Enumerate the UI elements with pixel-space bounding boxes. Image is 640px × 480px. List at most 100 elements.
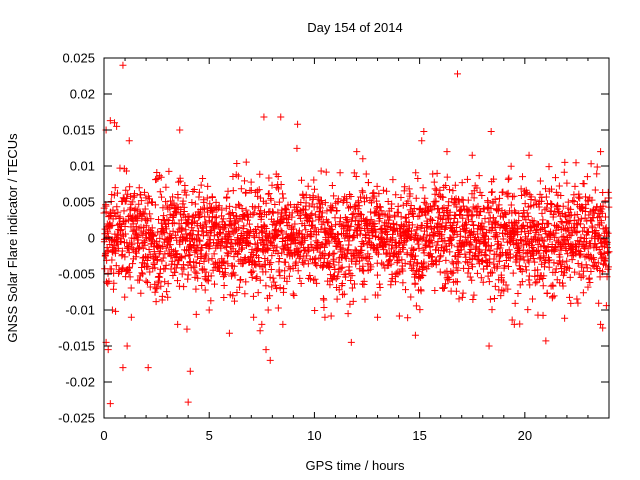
data-point bbox=[481, 251, 489, 259]
data-point bbox=[585, 274, 593, 282]
data-point bbox=[425, 207, 433, 215]
data-point bbox=[414, 240, 422, 248]
data-point bbox=[350, 233, 358, 241]
data-point bbox=[412, 252, 420, 260]
data-point bbox=[118, 247, 126, 255]
data-point bbox=[463, 221, 471, 229]
data-point bbox=[365, 178, 373, 186]
data-point bbox=[534, 221, 542, 229]
data-point bbox=[284, 215, 292, 223]
y-tick-label: 0.025 bbox=[62, 51, 95, 66]
data-point bbox=[225, 210, 233, 218]
data-point bbox=[583, 238, 591, 246]
data-point bbox=[137, 197, 145, 205]
data-point bbox=[411, 230, 419, 238]
data-point bbox=[565, 264, 573, 272]
data-point bbox=[282, 206, 290, 214]
data-point bbox=[438, 230, 446, 238]
data-point bbox=[452, 287, 460, 295]
data-point bbox=[356, 230, 364, 238]
data-point bbox=[467, 212, 475, 220]
data-point bbox=[338, 279, 346, 287]
data-point bbox=[476, 188, 484, 196]
data-point bbox=[137, 289, 145, 297]
data-point bbox=[144, 263, 152, 271]
data-point bbox=[276, 272, 284, 280]
data-point bbox=[352, 172, 360, 180]
data-point bbox=[405, 228, 413, 236]
data-point bbox=[230, 262, 238, 270]
data-point bbox=[131, 190, 139, 198]
data-point bbox=[399, 279, 407, 287]
data-point bbox=[313, 203, 321, 211]
data-point bbox=[509, 236, 517, 244]
data-point bbox=[174, 194, 182, 202]
data-point bbox=[196, 260, 204, 268]
data-point bbox=[588, 196, 596, 204]
data-point bbox=[531, 196, 539, 204]
data-point bbox=[163, 288, 171, 296]
data-point bbox=[587, 267, 595, 275]
data-point bbox=[188, 224, 196, 232]
data-point bbox=[156, 234, 164, 242]
data-point bbox=[181, 252, 189, 260]
data-point bbox=[563, 257, 571, 265]
data-point bbox=[601, 213, 609, 221]
data-point bbox=[405, 185, 413, 193]
data-point bbox=[181, 186, 189, 194]
data-point bbox=[246, 229, 254, 237]
data-point bbox=[480, 265, 488, 273]
data-point bbox=[480, 223, 488, 231]
data-point bbox=[186, 367, 194, 375]
data-point bbox=[392, 278, 400, 286]
data-point bbox=[151, 264, 159, 272]
data-point bbox=[180, 208, 188, 216]
data-point bbox=[167, 234, 175, 242]
data-point bbox=[125, 263, 133, 271]
data-point bbox=[430, 231, 438, 239]
y-tick-label: -0.02 bbox=[65, 375, 95, 390]
data-point bbox=[344, 216, 352, 224]
data-point bbox=[486, 246, 494, 254]
data-point bbox=[415, 244, 423, 252]
data-point bbox=[295, 246, 303, 254]
data-point bbox=[200, 198, 208, 206]
data-point bbox=[116, 213, 124, 221]
data-point bbox=[500, 287, 508, 295]
data-point bbox=[178, 225, 186, 233]
data-point bbox=[353, 148, 361, 156]
data-point bbox=[394, 257, 402, 265]
data-point bbox=[177, 254, 185, 262]
data-point bbox=[526, 281, 534, 289]
data-point bbox=[173, 236, 181, 244]
data-point bbox=[219, 259, 227, 267]
data-point bbox=[326, 264, 334, 272]
data-point bbox=[569, 197, 577, 205]
data-point bbox=[419, 184, 427, 192]
data-point bbox=[152, 285, 160, 293]
data-point bbox=[154, 228, 162, 236]
data-point bbox=[256, 170, 264, 178]
data-point bbox=[341, 234, 349, 242]
data-point bbox=[336, 238, 344, 246]
data-point bbox=[174, 320, 182, 328]
data-point bbox=[439, 284, 447, 292]
data-point bbox=[252, 275, 260, 283]
data-point bbox=[325, 252, 333, 260]
data-point bbox=[413, 223, 421, 231]
data-point bbox=[488, 220, 496, 228]
data-point bbox=[335, 286, 343, 294]
data-point bbox=[162, 244, 170, 252]
data-point bbox=[111, 119, 119, 127]
data-point bbox=[151, 201, 159, 209]
data-point bbox=[510, 207, 518, 215]
data-point bbox=[302, 191, 310, 199]
data-point bbox=[377, 207, 385, 215]
data-point bbox=[527, 193, 535, 201]
data-point bbox=[323, 219, 331, 227]
data-point bbox=[442, 181, 450, 189]
data-point bbox=[441, 225, 449, 233]
data-point bbox=[594, 259, 602, 267]
data-point bbox=[121, 253, 129, 261]
